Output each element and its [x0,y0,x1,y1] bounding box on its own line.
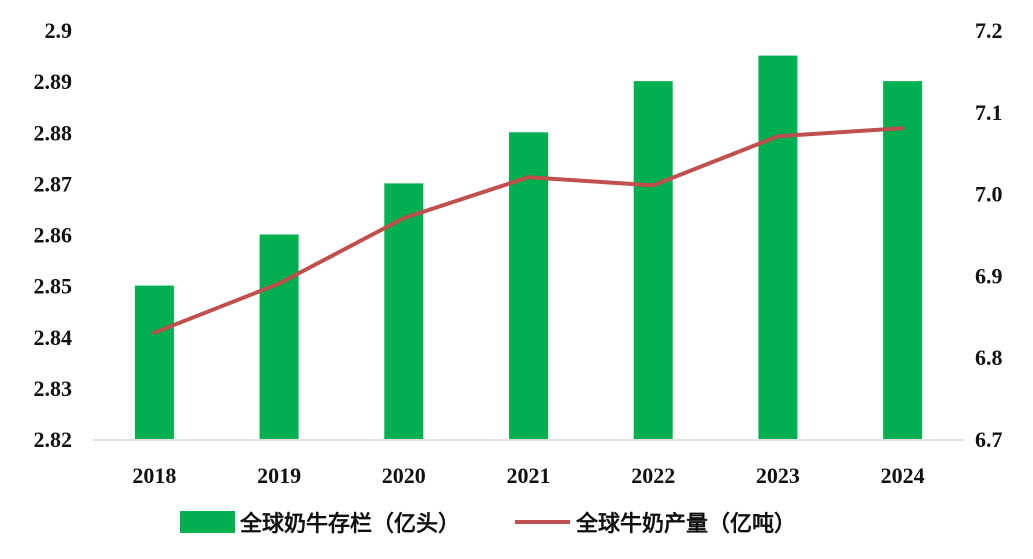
legend-swatch-cows [180,511,235,533]
bar-2022 [633,81,673,439]
x-tick-label: 2024 [881,463,925,488]
right-axis-ticks: 6.7 6.8 6.9 7.0 7.1 7.2 [975,18,1003,452]
bar-2024 [883,81,923,439]
bar-2018 [134,285,174,439]
x-tick-label: 2023 [756,463,800,488]
right-tick-label: 7.0 [975,182,1003,207]
left-tick-label: 2.84 [34,325,73,350]
right-tick-label: 7.2 [975,18,1003,43]
bar-2020 [384,183,424,439]
legend-label-cows: 全球奶牛存栏（亿头） [239,511,460,537]
right-tick-label: 6.9 [975,263,1003,288]
bar-2023 [758,55,798,439]
left-tick-label: 2.88 [34,120,73,145]
right-tick-label: 6.8 [975,345,1003,370]
right-tick-label: 7.1 [975,100,1003,125]
x-tick-label: 2018 [132,463,176,488]
bar-2019 [259,234,299,439]
legend: 全球奶牛存栏（亿头） 全球牛奶产量（亿吨） [180,511,796,537]
left-tick-label: 2.89 [34,69,73,94]
x-axis-ticks: 2018 2019 2020 2021 2022 2023 2024 [132,463,924,488]
left-tick-label: 2.9 [45,18,73,43]
left-tick-label: 2.86 [34,223,73,248]
left-tick-label: 2.87 [34,171,73,196]
line-series-layer [152,126,905,335]
x-tick-label: 2022 [631,463,675,488]
bar-series-layer [134,55,923,440]
x-tick-label: 2020 [382,463,426,488]
legend-label-milk: 全球牛奶产量（亿吨） [575,511,796,537]
left-axis-ticks: 2.82 2.83 2.84 2.85 2.86 2.87 2.88 2.89 2.9 [34,18,73,452]
x-tick-label: 2021 [507,463,551,488]
right-tick-label: 6.7 [975,427,1003,452]
left-tick-label: 2.82 [34,427,73,452]
x-tick-label: 2019 [257,463,301,488]
left-tick-label: 2.85 [34,274,73,299]
left-tick-label: 2.83 [34,376,73,401]
